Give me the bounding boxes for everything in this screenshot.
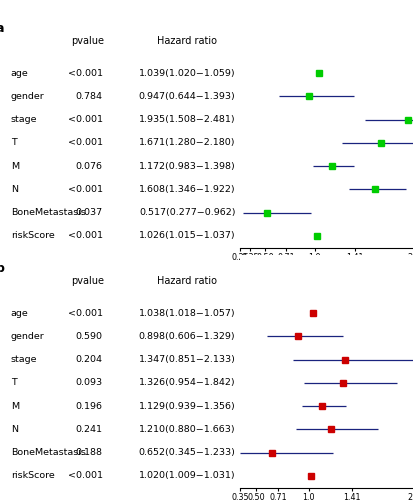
- Text: 0.204: 0.204: [76, 355, 102, 364]
- Text: 1.039(1.020−1.059): 1.039(1.020−1.059): [138, 68, 235, 78]
- Text: 1.129(0.939−1.356): 1.129(0.939−1.356): [138, 402, 235, 410]
- Text: 1.020(1.009−1.031): 1.020(1.009−1.031): [138, 472, 235, 480]
- X-axis label: Hazard ratio: Hazard ratio: [301, 265, 351, 274]
- Text: T: T: [11, 378, 17, 388]
- Text: <0.001: <0.001: [67, 308, 102, 318]
- Text: <0.001: <0.001: [67, 232, 102, 240]
- Text: age: age: [11, 308, 28, 318]
- Text: 0.947(0.644−1.393): 0.947(0.644−1.393): [138, 92, 235, 101]
- Text: pvalue: pvalue: [71, 36, 104, 46]
- Text: 0.784: 0.784: [76, 92, 102, 101]
- Text: 1.935(1.508−2.481): 1.935(1.508−2.481): [138, 115, 235, 124]
- Text: gender: gender: [11, 332, 45, 341]
- Text: pvalue: pvalue: [71, 276, 104, 285]
- Text: stage: stage: [11, 115, 37, 124]
- Text: <0.001: <0.001: [67, 472, 102, 480]
- Text: stage: stage: [11, 355, 37, 364]
- Text: 0.076: 0.076: [76, 162, 102, 170]
- Text: 0.898(0.606−1.329): 0.898(0.606−1.329): [138, 332, 235, 341]
- Text: 0.241: 0.241: [76, 425, 102, 434]
- Text: <0.001: <0.001: [67, 185, 102, 194]
- Text: <0.001: <0.001: [67, 115, 102, 124]
- Text: age: age: [11, 68, 28, 78]
- Text: riskScore: riskScore: [11, 232, 55, 240]
- Text: 0.517(0.277−0.962): 0.517(0.277−0.962): [138, 208, 235, 217]
- Text: 0.188: 0.188: [76, 448, 102, 457]
- Text: 0.093: 0.093: [75, 378, 102, 388]
- Text: N: N: [11, 425, 18, 434]
- Text: N: N: [11, 185, 18, 194]
- Text: 1.326(0.954−1.842): 1.326(0.954−1.842): [138, 378, 235, 388]
- Text: Hazard ratio: Hazard ratio: [157, 36, 216, 46]
- Text: 1.671(1.280−2.180): 1.671(1.280−2.180): [138, 138, 235, 147]
- Text: M: M: [11, 402, 19, 410]
- Text: 0.037: 0.037: [75, 208, 102, 217]
- Text: <0.001: <0.001: [67, 138, 102, 147]
- Text: a: a: [0, 22, 5, 35]
- Text: T: T: [11, 138, 17, 147]
- Text: b: b: [0, 262, 5, 275]
- Text: 0.652(0.345−1.233): 0.652(0.345−1.233): [138, 448, 235, 457]
- Text: <0.001: <0.001: [67, 68, 102, 78]
- Text: 0.590: 0.590: [76, 332, 102, 341]
- Text: BoneMetastasis: BoneMetastasis: [11, 448, 85, 457]
- Text: 1.038(1.018−1.057): 1.038(1.018−1.057): [138, 308, 235, 318]
- Text: 1.210(0.880−1.663): 1.210(0.880−1.663): [138, 425, 235, 434]
- Text: riskScore: riskScore: [11, 472, 55, 480]
- Text: 1.172(0.983−1.398): 1.172(0.983−1.398): [138, 162, 235, 170]
- Text: BoneMetastasis: BoneMetastasis: [11, 208, 85, 217]
- Text: 1.347(0.851−2.133): 1.347(0.851−2.133): [138, 355, 235, 364]
- Text: Hazard ratio: Hazard ratio: [157, 276, 216, 285]
- Text: 1.026(1.015−1.037): 1.026(1.015−1.037): [138, 232, 235, 240]
- Text: 1.608(1.346−1.922): 1.608(1.346−1.922): [138, 185, 235, 194]
- Text: M: M: [11, 162, 19, 170]
- Text: gender: gender: [11, 92, 45, 101]
- Text: 0.196: 0.196: [76, 402, 102, 410]
